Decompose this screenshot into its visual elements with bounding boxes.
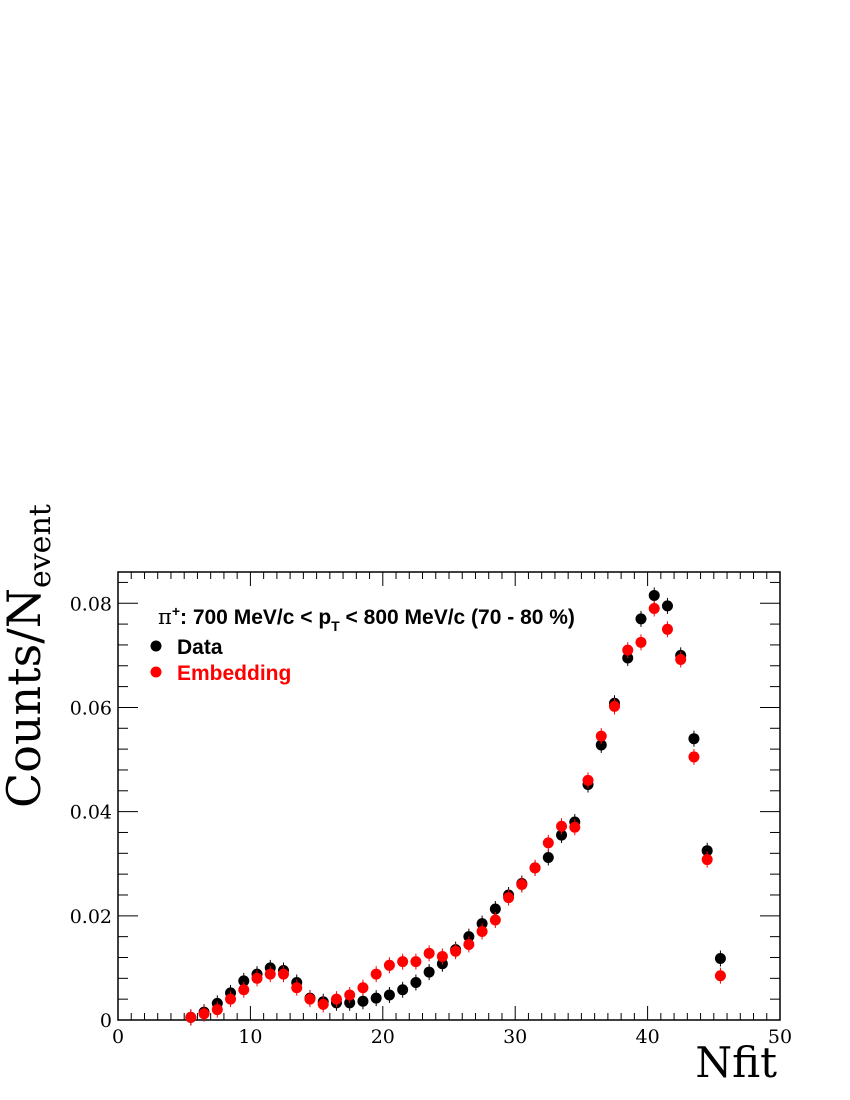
data-point [556, 820, 568, 832]
title-pi: π [158, 605, 172, 629]
data-point [423, 947, 435, 959]
data-point [238, 975, 250, 987]
data-point [622, 644, 634, 656]
x-tick-label: 40 [636, 1026, 660, 1048]
data-point [450, 945, 462, 957]
data-point [661, 623, 673, 635]
y-axis-title-sub: event [23, 504, 58, 588]
legend-label-data: Data [177, 636, 223, 659]
y-tick-label: 0 [100, 1010, 112, 1032]
axis-tick-labels: 0 10 20 30 40 50 0 0.02 0.04 0.06 0.08 [70, 593, 792, 1048]
title-sup: + [172, 603, 180, 619]
series-embedding [185, 600, 726, 1026]
data-point [198, 1008, 210, 1020]
data-point [251, 972, 263, 984]
title-pre: : 700 MeV/c < p [180, 606, 331, 629]
data-point [238, 984, 250, 996]
data-point [595, 730, 607, 742]
title-sub: T [331, 618, 340, 634]
data-point [556, 829, 568, 841]
data-point [264, 968, 276, 980]
data-point [688, 751, 700, 763]
x-tick-label: 50 [768, 1026, 792, 1048]
data-point [503, 892, 515, 904]
data-point [675, 654, 687, 666]
data-point [357, 982, 369, 994]
data-point [278, 968, 289, 980]
data-point [211, 1004, 223, 1016]
data-point [357, 995, 369, 1007]
data-point [383, 959, 395, 971]
data-point [291, 982, 303, 994]
data-point [330, 993, 342, 1005]
data-point [609, 700, 620, 712]
data-point [714, 970, 726, 982]
chart-title: π+: 700 MeV/c < pT < 800 MeV/c (70 - 80 … [158, 603, 575, 634]
data-point [410, 976, 422, 988]
data-point [489, 914, 501, 926]
data-point [595, 739, 607, 751]
data-points [185, 587, 726, 1026]
y-tick-label: 0.04 [70, 802, 112, 824]
data-point [489, 903, 501, 915]
y-axis-title-main: Counts/N [0, 588, 51, 808]
y-tick-label: 0.08 [70, 593, 112, 615]
data-point [370, 992, 382, 1004]
data-point [701, 845, 713, 857]
x-tick-label: 30 [503, 1026, 527, 1048]
x-axis-title: Nfit [695, 1038, 777, 1087]
data-point [185, 1011, 197, 1023]
data-point [542, 837, 554, 849]
data-point [688, 733, 700, 745]
data-point [516, 879, 528, 891]
data-point [397, 984, 409, 996]
data-point [714, 953, 726, 965]
y-axis-title: Counts/Nevent [0, 504, 58, 808]
data-point [701, 854, 713, 866]
data-point [463, 938, 475, 950]
data-point [661, 600, 673, 612]
data-point [476, 925, 488, 937]
data-point [529, 862, 541, 874]
y-tick-label: 0.02 [70, 906, 112, 928]
data-point [397, 956, 409, 968]
x-tick-label: 20 [371, 1026, 395, 1048]
data-point [410, 956, 422, 968]
data-point [344, 989, 356, 1001]
series-data [185, 587, 726, 1026]
data-point [648, 602, 660, 614]
data-point [304, 993, 316, 1005]
y-tick-label: 0.06 [70, 697, 112, 719]
data-point [635, 636, 647, 648]
x-tick-label: 10 [238, 1026, 262, 1048]
data-point [317, 998, 329, 1010]
data-point [225, 993, 237, 1005]
legend: Data Embedding [150, 636, 291, 685]
axis-ticks [117, 572, 781, 1021]
data-point [370, 968, 382, 980]
data-point [635, 613, 647, 625]
data-point [423, 966, 435, 978]
legend-label-embedding: Embedding [177, 662, 291, 685]
legend-marker-embedding [150, 666, 162, 678]
data-point [648, 589, 660, 601]
data-point [582, 774, 594, 786]
data-point [542, 851, 554, 863]
data-point [383, 989, 395, 1001]
data-point [436, 950, 448, 962]
title-post: < 800 MeV/c (70 - 80 %) [340, 606, 575, 629]
legend-marker-data [150, 640, 162, 652]
x-tick-label: 0 [112, 1026, 124, 1048]
data-point [569, 821, 581, 833]
